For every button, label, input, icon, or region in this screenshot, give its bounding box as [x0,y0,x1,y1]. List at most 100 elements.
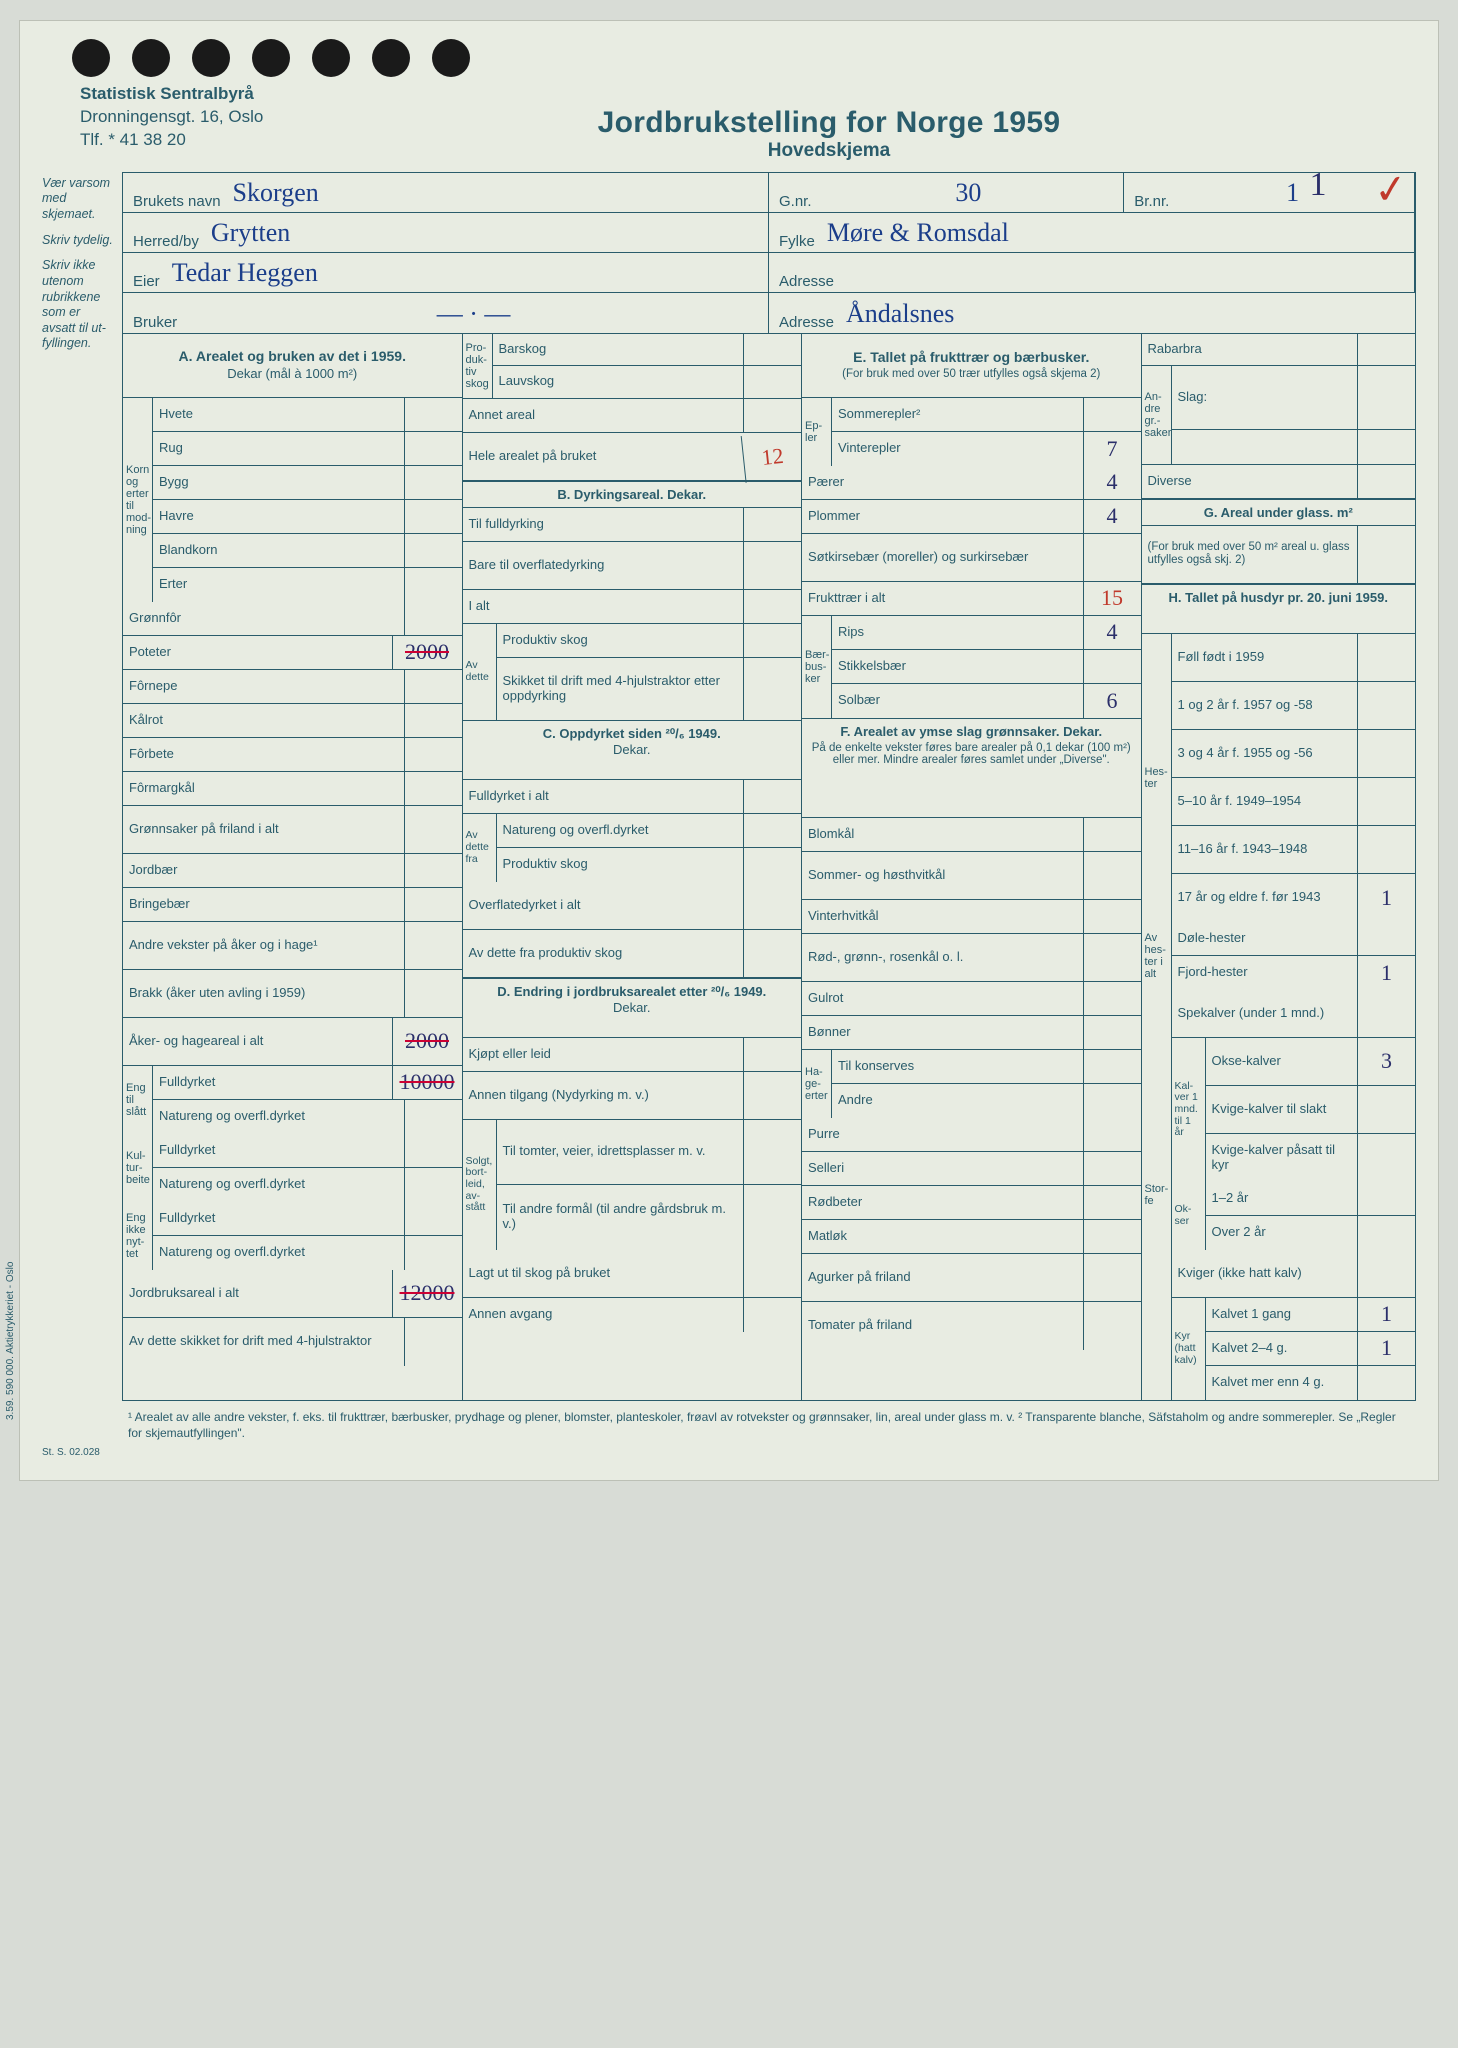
val [404,670,462,703]
kulturbeite-side: Kul-tur-beite [123,1134,153,1202]
val [404,970,462,1017]
section-F-head: F. Arealet av ymse slag grønnsaker. Deka… [802,718,1141,818]
val [1083,1084,1141,1118]
i-alt: I alt [463,590,744,623]
head-sub: Dekar (mål à 1000 m²) [131,366,454,382]
matlok: Matløk [802,1220,1083,1253]
kalvet-mer: Kalvet mer enn 4 g. [1206,1366,1358,1400]
punch-hole [192,39,230,77]
val [1357,526,1415,583]
val: 1 [1357,874,1415,922]
val [1357,1250,1415,1297]
val [404,1202,462,1235]
eng-side: Eng til slått [123,1066,153,1134]
label: Brukets navn [133,193,221,210]
val [743,1038,801,1071]
overfl-ialt: Overflatedyrket i alt [463,882,744,929]
val [404,1134,462,1167]
andre: Andre [832,1084,1083,1118]
val [1357,634,1415,681]
footnote: ¹ Arealet av alle andre vekster, f. eks.… [122,1401,1416,1441]
header-grid: Brukets navn Skorgen G.nr. 30 Br.nr. 1 H… [122,172,1416,334]
label: Adresse [779,273,834,290]
val [1083,900,1141,933]
lagt-ut-skog: Lagt ut til skog på bruket [463,1250,744,1297]
org-name: Statistisk Sentralbyrå [80,83,1416,106]
val: 12000 [392,1270,462,1317]
val: 4 [1083,500,1141,533]
gronnfor: Grønnfôr [123,602,404,635]
foll: Føll født i 1959 [1172,634,1358,681]
val [404,466,462,499]
form-body: Brukets navn Skorgen G.nr. 30 Br.nr. 1 H… [122,172,1416,1441]
andre-gr-side: An-dre gr.-saker [1142,366,1172,464]
value: Tedar Heggen [172,258,758,290]
section-H-head: H. Tallet på husdyr pr. 20. juni 1959. [1142,584,1416,634]
annet-areal: Annet areal [463,399,744,432]
val [1083,1152,1141,1185]
val [1357,1086,1415,1133]
gnr: G.nr. 30 [769,173,1124,213]
tomater: Tomater på friland [802,1302,1083,1350]
form-code: St. S. 02.028 [42,1441,1416,1458]
kjopt: Kjøpt eller leid [463,1038,744,1071]
val [404,854,462,887]
ar-1-2: 1 og 2 år f. 1957 og -58 [1172,682,1358,729]
val: 3 [1357,1038,1415,1085]
val [1083,934,1141,981]
val [743,814,801,847]
val: 1 [1357,1298,1415,1331]
form-wrap: Vær varsom med skjemaet. Skriv tydelig. … [42,172,1416,1441]
val: 12 [741,430,804,483]
val [404,568,462,602]
forbete: Fôrbete [123,738,404,771]
val: 10000 [392,1066,462,1099]
punch-hole [312,39,350,77]
stikkelsbar: Stikkelsbær [832,650,1083,683]
val [404,806,462,853]
eier: Eier Tedar Heggen [123,253,769,293]
lauvskog: Lauvskog [493,366,744,398]
punch-hole [372,39,410,77]
sommer-host: Sommer- og høsthvitkål [802,852,1083,899]
value [846,288,1404,290]
val [743,1120,801,1184]
aker-hage: Åker- og hageareal i alt [123,1018,392,1065]
val [404,1318,462,1366]
bonner: Bønner [802,1016,1083,1049]
value: Møre & Romsdal [827,218,1404,250]
value: Grytten [211,218,758,250]
fylke: Fylke Møre & Romsdal [769,213,1415,253]
val [1357,430,1415,464]
herred: Herred/by Grytten [123,213,769,253]
fornepe: Fôrnepe [123,670,404,703]
sommerepler: Sommerepler² [832,398,1083,431]
val [404,1236,462,1270]
bar-side: Bær-bus-ker [802,616,832,718]
fulldyrket: Fulldyrket [153,1066,392,1099]
val [743,882,801,929]
side-korn: Korn og erter til mod-ning [123,398,153,602]
poteter: Poteter [123,636,392,669]
adresse: Adresse [769,253,1415,293]
val [1357,366,1415,429]
val [1357,778,1415,825]
label: Herred/by [133,233,199,250]
til-konserves: Til konserves [832,1050,1083,1083]
natureng-over: Natureng og overfl.dyrket [497,814,744,847]
okser-over2: Over 2 år [1206,1216,1358,1250]
label: Eier [133,273,160,290]
val [743,542,801,589]
section-E-head: E. Tallet på frukttrær og bærbusker. (Fo… [802,334,1141,398]
val [743,366,801,398]
blomkal: Blomkål [802,818,1083,851]
column-EF: E. Tallet på frukttrær og bærbusker. (Fo… [802,334,1142,1400]
val [404,738,462,771]
val [743,1250,801,1297]
kalver-side: Kal-ver 1 mnd. til 1 år [1172,1038,1206,1182]
val [743,399,801,432]
rug: Rug [153,432,404,465]
kalrot: Kålrot [123,704,404,737]
natureng: Natureng og overfl.dyrket [153,1100,404,1134]
kalvet24: Kalvet 2–4 g. [1206,1332,1358,1365]
